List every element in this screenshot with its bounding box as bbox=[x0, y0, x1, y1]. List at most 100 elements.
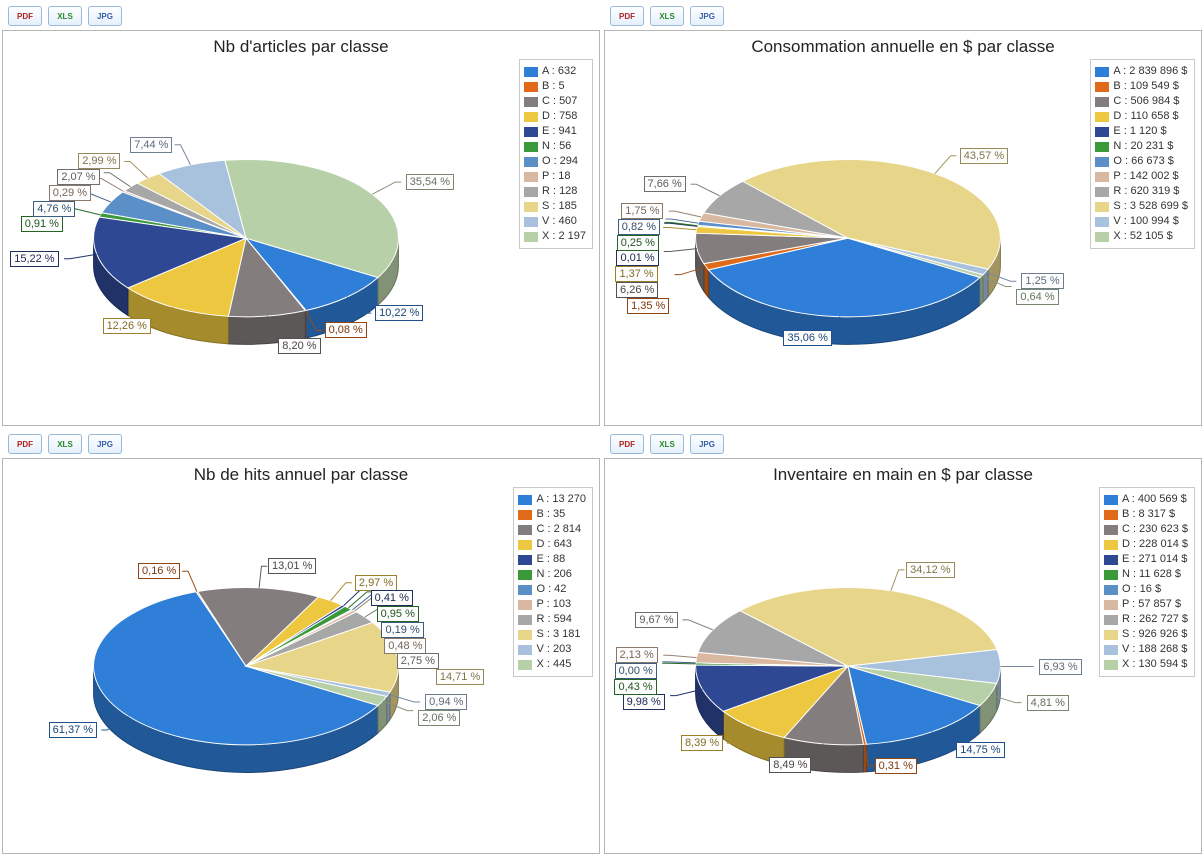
legend-item: D : 758 bbox=[524, 109, 586, 124]
legend-swatch-icon bbox=[518, 540, 532, 550]
legend-swatch-icon bbox=[518, 585, 532, 595]
legend-swatch-icon bbox=[524, 202, 538, 212]
legend-swatch-icon bbox=[1104, 645, 1118, 655]
legend-label: D : 110 658 $ bbox=[1113, 109, 1178, 124]
pie-svg bbox=[3, 71, 489, 425]
legend-label: S : 926 926 $ bbox=[1122, 627, 1187, 642]
legend-swatch-icon bbox=[1095, 127, 1109, 137]
legend-label: R : 594 bbox=[536, 612, 571, 627]
legend-label: X : 2 197 bbox=[542, 229, 586, 244]
legend-swatch-icon bbox=[1095, 172, 1109, 182]
legend-swatch-icon bbox=[1104, 555, 1118, 565]
legend-swatch-icon bbox=[1095, 157, 1109, 167]
export-jpg-button[interactable]: JPG bbox=[690, 6, 724, 26]
legend-item: E : 271 014 $ bbox=[1104, 552, 1188, 567]
legend-item: E : 1 120 $ bbox=[1095, 124, 1188, 139]
export-pdf-button[interactable]: PDF bbox=[610, 6, 644, 26]
legend-item: V : 460 bbox=[524, 214, 586, 229]
export-jpg-button[interactable]: JPG bbox=[690, 434, 724, 454]
legend-swatch-icon bbox=[1104, 585, 1118, 595]
export-xls-button[interactable]: XLS bbox=[48, 6, 82, 26]
legend-label: P : 18 bbox=[542, 169, 571, 184]
export-xls-button[interactable]: XLS bbox=[650, 6, 684, 26]
legend-label: R : 262 727 $ bbox=[1122, 612, 1188, 627]
export-xls-button[interactable]: XLS bbox=[650, 434, 684, 454]
legend-swatch-icon bbox=[1095, 112, 1109, 122]
export-toolbar: PDF XLS JPG bbox=[604, 430, 1202, 458]
export-xls-icon: XLS bbox=[57, 12, 73, 21]
callout-leader bbox=[331, 583, 352, 601]
export-xls-icon: XLS bbox=[57, 440, 73, 449]
legend-item: O : 42 bbox=[518, 582, 586, 597]
callout-leader bbox=[182, 571, 197, 591]
callout-leader bbox=[80, 192, 110, 202]
legend-item: N : 20 231 $ bbox=[1095, 139, 1188, 154]
legend-item: E : 941 bbox=[524, 124, 586, 139]
legend-item: R : 128 bbox=[524, 184, 586, 199]
legend-item: C : 507 bbox=[524, 94, 586, 109]
legend-item: X : 445 bbox=[518, 657, 586, 672]
export-jpg-button[interactable]: JPG bbox=[88, 6, 122, 26]
callout-leader bbox=[663, 655, 696, 657]
legend-swatch-icon bbox=[518, 495, 532, 505]
legend-swatch-icon bbox=[524, 232, 538, 242]
legend-label: S : 3 528 699 $ bbox=[1113, 199, 1188, 214]
legend-item: S : 926 926 $ bbox=[1104, 627, 1188, 642]
export-jpg-icon: JPG bbox=[97, 12, 113, 21]
pie-side bbox=[980, 275, 983, 305]
legend-label: O : 42 bbox=[536, 582, 566, 597]
legend-label: P : 103 bbox=[536, 597, 571, 612]
legend-swatch-icon bbox=[1095, 202, 1109, 212]
legend-item: X : 2 197 bbox=[524, 229, 586, 244]
legend-item: S : 3 181 bbox=[518, 627, 586, 642]
legend-swatch-icon bbox=[518, 645, 532, 655]
callout-leader bbox=[935, 156, 957, 174]
legend-label: A : 13 270 bbox=[536, 492, 586, 507]
chart-box: Nb d'articles par classeA : 632B : 5C : … bbox=[2, 30, 600, 426]
legend-swatch-icon bbox=[518, 525, 532, 535]
chart-box: Nb de hits annuel par classeA : 13 270B … bbox=[2, 458, 600, 854]
callout-leader bbox=[365, 603, 392, 617]
legend-swatch-icon bbox=[1095, 97, 1109, 107]
legend-label: X : 445 bbox=[536, 657, 571, 672]
export-pdf-button[interactable]: PDF bbox=[8, 6, 42, 26]
legend-item: R : 594 bbox=[518, 612, 586, 627]
legend-label: E : 1 120 $ bbox=[1113, 124, 1166, 139]
legend-label: O : 66 673 $ bbox=[1113, 154, 1174, 169]
legend-item: A : 632 bbox=[524, 64, 586, 79]
legend-label: C : 506 984 $ bbox=[1113, 94, 1179, 109]
legend-label: C : 2 814 bbox=[536, 522, 581, 537]
legend-label: A : 632 bbox=[542, 64, 576, 79]
chart-panel-c1: PDF XLS JPG Nb d'articles par classeA : 632… bbox=[0, 0, 602, 428]
legend-label: E : 88 bbox=[536, 552, 565, 567]
legend-item: N : 206 bbox=[518, 567, 586, 582]
callout-leader bbox=[104, 173, 131, 187]
legend-item: S : 185 bbox=[524, 199, 586, 214]
chart-box: Consommation annuelle en $ par classeA :… bbox=[604, 30, 1202, 426]
legend-swatch-icon bbox=[524, 187, 538, 197]
legend-swatch-icon bbox=[518, 555, 532, 565]
callout-leader bbox=[663, 228, 696, 230]
legend-label: C : 507 bbox=[542, 94, 577, 109]
legend-item: E : 88 bbox=[518, 552, 586, 567]
export-pdf-icon: PDF bbox=[17, 12, 33, 21]
legend-label: V : 100 994 $ bbox=[1113, 214, 1178, 229]
chart-box: Inventaire en main en $ par classeA : 40… bbox=[604, 458, 1202, 854]
legend-label: V : 203 bbox=[536, 642, 571, 657]
legend-item: B : 35 bbox=[518, 507, 586, 522]
export-jpg-button[interactable]: JPG bbox=[88, 434, 122, 454]
legend-label: A : 2 839 896 $ bbox=[1113, 64, 1187, 79]
legend-swatch-icon bbox=[524, 142, 538, 152]
chart-legend: A : 2 839 896 $B : 109 549 $C : 506 984 … bbox=[1090, 59, 1195, 249]
export-pdf-button[interactable]: PDF bbox=[610, 434, 644, 454]
export-toolbar: PDF XLS JPG bbox=[604, 2, 1202, 30]
legend-label: P : 142 002 $ bbox=[1113, 169, 1178, 184]
legend-label: B : 8 317 $ bbox=[1122, 507, 1175, 522]
legend-item: V : 188 268 $ bbox=[1104, 642, 1188, 657]
export-xls-button[interactable]: XLS bbox=[48, 434, 82, 454]
export-jpg-icon: JPG bbox=[699, 12, 715, 21]
chart-legend: A : 400 569 $B : 8 317 $C : 230 623 $D :… bbox=[1099, 487, 1195, 677]
legend-label: V : 188 268 $ bbox=[1122, 642, 1187, 657]
legend-item: N : 11 628 $ bbox=[1104, 567, 1188, 582]
export-pdf-button[interactable]: PDF bbox=[8, 434, 42, 454]
